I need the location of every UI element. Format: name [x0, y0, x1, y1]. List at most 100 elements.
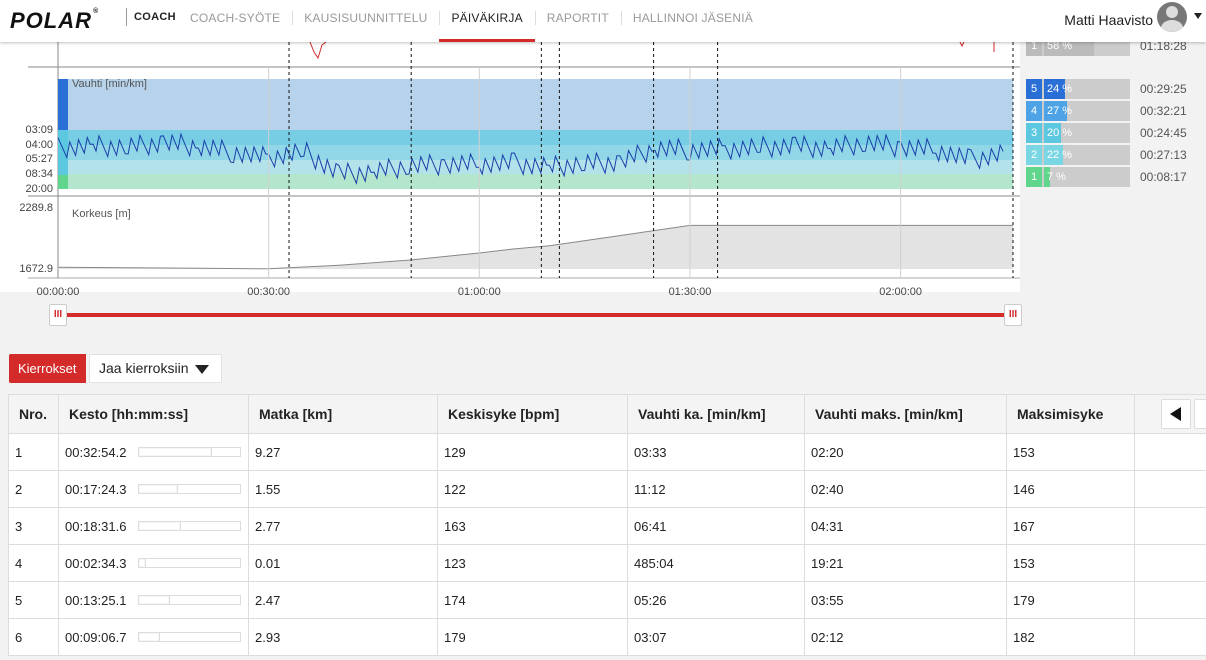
- chevron-down-icon[interactable]: [1194, 13, 1202, 19]
- table-row[interactable]: 3 00:18:31.6 2.77 163 06:41 04:31 167: [8, 507, 1206, 545]
- time-range-slider[interactable]: [62, 313, 1012, 317]
- altitude-max-label: 2289.8: [19, 202, 53, 214]
- lap-avg-pace: 06:41: [627, 507, 805, 545]
- lap-number: 5: [8, 581, 59, 619]
- lap-max-pace: 04:31: [804, 507, 1007, 545]
- pace-zone-indicator: [58, 130, 68, 175]
- x-tick-label: 01:30:00: [669, 286, 712, 298]
- lap-max-hr: 167: [1006, 507, 1135, 545]
- nav-manage-members[interactable]: HALLINNOI JÄSENIÄ: [620, 0, 765, 42]
- col-header-distance[interactable]: Matka [km]: [248, 394, 438, 434]
- zone-time: 00:24:45: [1140, 126, 1187, 140]
- lap-number: 1: [8, 433, 59, 471]
- zone-row[interactable]: 5 24 %: [1026, 79, 1130, 99]
- row-spacer: [1134, 581, 1206, 619]
- range-start-handle[interactable]: III: [49, 304, 67, 326]
- lap-max-hr: 153: [1006, 544, 1135, 582]
- zone-percent: 58 %: [1047, 40, 1073, 52]
- table-row[interactable]: 5 00:13:25.1 2.47 174 05:26 03:55 179: [8, 581, 1206, 619]
- lap-max-hr: 182: [1006, 618, 1135, 656]
- scroll-left-icon[interactable]: [1161, 399, 1191, 429]
- col-header-nro[interactable]: Nro.: [8, 394, 59, 434]
- zone-row[interactable]: 3 20 %: [1026, 123, 1130, 143]
- lap-avg-pace: 11:12: [627, 470, 805, 508]
- nav-season-planning[interactable]: KAUSISUUNNITTELU: [292, 0, 439, 42]
- workout-chart[interactable]: Vauhti [min/km] 03:09 04:00 05:27 08:34 20:00…: [0, 0, 1206, 340]
- lap-duration: 00:02:34.3: [58, 544, 249, 582]
- zone-row[interactable]: 2 22 %: [1026, 145, 1130, 165]
- zone-number: 4: [1026, 101, 1042, 121]
- zone-percent: 20 %: [1047, 127, 1073, 139]
- lap-avg-hr: 129: [437, 433, 628, 471]
- nav-coach-feed[interactable]: COACH-SYÖTE: [190, 11, 281, 25]
- col-header-avg-pace[interactable]: Vauhti ka. [min/km]: [627, 394, 805, 434]
- zone-percent: 24 %: [1047, 83, 1073, 95]
- lap-avg-hr: 123: [437, 544, 628, 582]
- lap-duration-value: 00:32:54.2: [65, 444, 127, 460]
- zone-number: 5: [1026, 79, 1042, 99]
- nav-reports[interactable]: RAPORTIT: [534, 0, 621, 42]
- zone-number: 2: [1026, 145, 1042, 165]
- heart-rate-line: [309, 41, 327, 60]
- pace-tick-label: 04:00: [25, 139, 53, 151]
- lap-duration-value: 00:17:24.3: [65, 481, 127, 497]
- zone-percent: 7 %: [1047, 171, 1066, 183]
- lap-duration: 00:32:54.2: [58, 433, 249, 471]
- lap-number: 3: [8, 507, 59, 545]
- pace-tick-label: 03:09: [25, 124, 53, 136]
- pace-line: [57, 132, 1004, 185]
- zone-percent: 22 %: [1047, 149, 1073, 161]
- lap-avg-pace: 03:07: [627, 618, 805, 656]
- row-spacer: [1134, 618, 1206, 656]
- lap-distance: 1.55: [248, 470, 438, 508]
- lap-duration: 00:09:06.7: [58, 618, 249, 656]
- pace-zone-band: [58, 79, 1013, 130]
- lap-max-pace: 19:21: [804, 544, 1007, 582]
- pace-zone-band: [58, 174, 1013, 189]
- nav-diary[interactable]: PÄIVÄKIRJA: [439, 0, 536, 42]
- lap-duration-value: 00:18:31.6: [65, 518, 127, 534]
- split-laps-label: Jaa kierroksiin: [99, 360, 189, 376]
- zone-time: 01:18:28: [1140, 39, 1187, 53]
- col-header-duration[interactable]: Kesto [hh:mm:ss]: [58, 394, 249, 434]
- col-header-max-pace[interactable]: Vauhti maks. [min/km]: [804, 394, 1007, 434]
- caret-down-icon: [195, 365, 209, 374]
- lap-distance: 2.93: [248, 618, 438, 656]
- col-header-max-hr[interactable]: Maksimisyke: [1006, 394, 1135, 434]
- lap-max-pace: 02:40: [804, 470, 1007, 508]
- lap-duration-value: 00:13:25.1: [65, 592, 127, 608]
- table-row[interactable]: 1 00:32:54.2 9.27 129 03:33 02:20 153: [8, 433, 1206, 471]
- zone-fill: [1044, 123, 1061, 143]
- x-tick-label: 01:00:00: [458, 286, 501, 298]
- lap-distance: 2.47: [248, 581, 438, 619]
- table-row[interactable]: 2 00:17:24.3 1.55 122 11:12 02:40 146: [8, 470, 1206, 508]
- scroll-right-icon[interactable]: [1194, 399, 1206, 429]
- laps-table: Nro. Kesto [hh:mm:ss] Matka [km] Keskisy…: [8, 394, 1206, 656]
- altitude-min-label: 1672.9: [19, 263, 53, 275]
- lap-duration-bar-fill: [139, 596, 170, 604]
- laps-button[interactable]: Kierrokset: [9, 354, 86, 383]
- lap-number: 2: [8, 470, 59, 508]
- lap-duration-bar-fill: [139, 633, 160, 641]
- lap-avg-hr: 179: [437, 618, 628, 656]
- pace-panel-title: Vauhti [min/km]: [72, 78, 147, 90]
- zone-time: 00:08:17: [1140, 170, 1187, 184]
- polar-logo[interactable]: POLAR®: [10, 8, 100, 33]
- zone-row[interactable]: 4 27 %: [1026, 101, 1130, 121]
- lap-avg-pace: 05:26: [627, 581, 805, 619]
- range-end-handle[interactable]: III: [1004, 304, 1022, 326]
- user-name[interactable]: Matti Haavisto: [1064, 12, 1153, 28]
- laps-table-body: 1 00:32:54.2 9.27 129 03:33 02:20 153 2 00:17:24…: [8, 433, 1206, 656]
- zone-row[interactable]: 1 7 %: [1026, 167, 1130, 187]
- pace-tick-label: 20:00: [25, 183, 53, 195]
- avatar[interactable]: [1157, 2, 1187, 32]
- logo-divider: [126, 8, 127, 26]
- lap-duration-bar-fill: [139, 522, 181, 530]
- split-laps-dropdown[interactable]: Jaa kierroksiin: [89, 354, 222, 383]
- col-header-avg-hr[interactable]: Keskisyke [bpm]: [437, 394, 628, 434]
- main-nav: COACH-SYÖTE KAUSISUUNNITTELU PÄIVÄKIRJA …: [178, 0, 765, 42]
- table-row[interactable]: 4 00:02:34.3 0.01 123 485:04 19:21 153: [8, 544, 1206, 582]
- lap-max-pace: 02:12: [804, 618, 1007, 656]
- pace-zone-band: [58, 160, 1013, 174]
- table-row[interactable]: 6 00:09:06.7 2.93 179 03:07 02:12 182: [8, 618, 1206, 656]
